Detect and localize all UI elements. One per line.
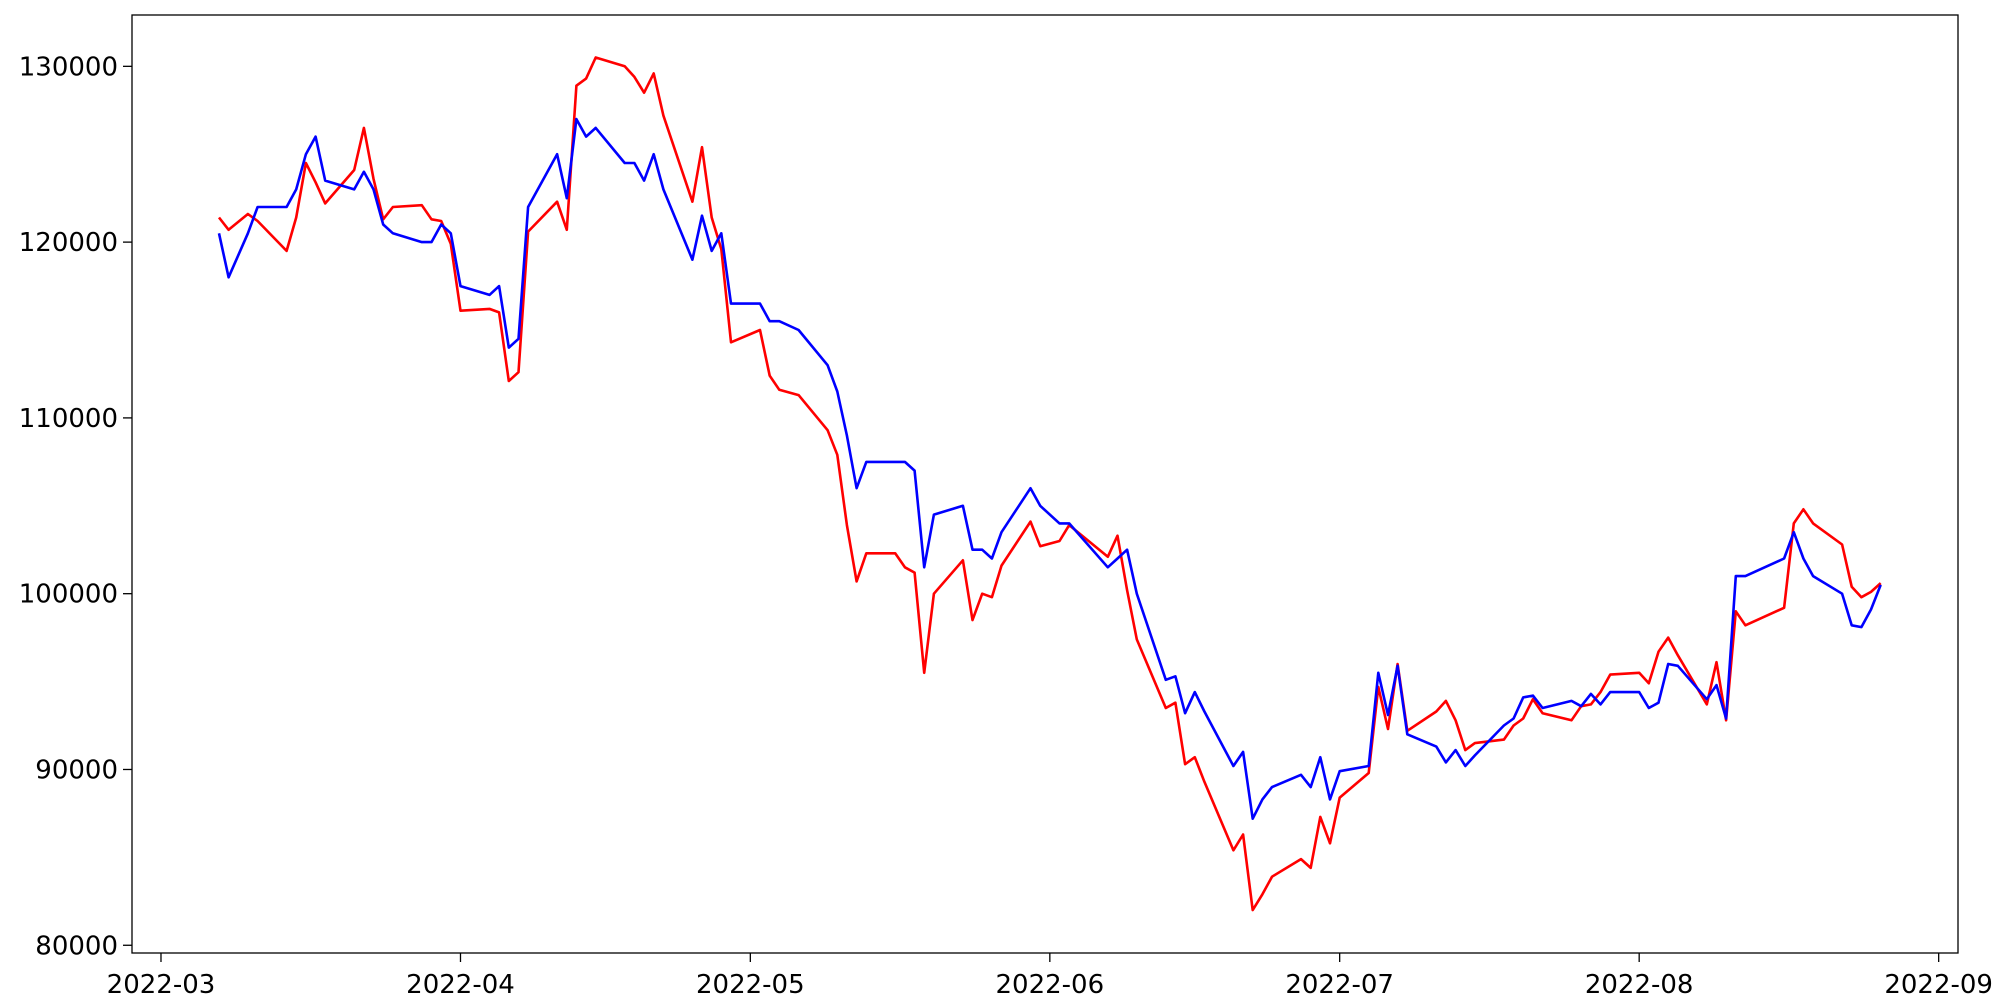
y-tick-label: 120000 bbox=[19, 228, 118, 258]
series-line bbox=[217, 56, 1882, 912]
plot-frame bbox=[131, 14, 1959, 954]
x-tick-label: 2022-04 bbox=[406, 970, 515, 1000]
x-tick-label: 2022-08 bbox=[1585, 970, 1694, 1000]
y-tick-label: 80000 bbox=[35, 931, 118, 961]
y-tick-label: 130000 bbox=[19, 52, 118, 82]
y-tick-label: 100000 bbox=[19, 580, 118, 610]
x-tick-label: 2022-06 bbox=[996, 970, 1105, 1000]
series-line bbox=[217, 117, 1882, 820]
x-tick-label: 2022-03 bbox=[107, 970, 216, 1000]
y-tick-label: 110000 bbox=[19, 404, 118, 434]
x-tick-label: 2022-09 bbox=[1884, 970, 1993, 1000]
y-tick-label: 90000 bbox=[35, 755, 118, 785]
x-tick-label: 2022-07 bbox=[1285, 970, 1394, 1000]
x-tick-label: 2022-05 bbox=[696, 970, 805, 1000]
